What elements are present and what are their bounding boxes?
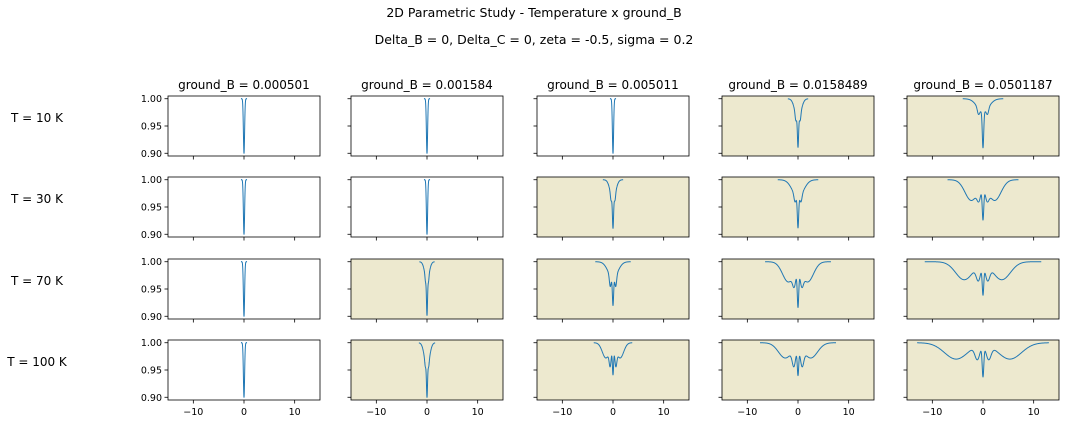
figure-title: 2D Parametric Study - Temperature x grou… xyxy=(386,5,681,20)
panel-background xyxy=(722,259,874,319)
column-title: ground_B = 0.001584 xyxy=(361,78,493,92)
y-tick-label: 0.95 xyxy=(141,203,162,214)
x-tick-label: 0 xyxy=(424,407,430,418)
panel xyxy=(903,176,1060,241)
x-tick-label: 10 xyxy=(472,407,484,418)
panel-background xyxy=(907,177,1059,237)
column-title: ground_B = 0.000501 xyxy=(178,78,310,92)
panel: 0.90 0.95 1.00 xyxy=(141,257,321,323)
series-line xyxy=(759,342,837,377)
panel: −10 0 10 xyxy=(347,339,504,418)
series-line xyxy=(962,98,1004,149)
series-line xyxy=(240,342,248,398)
x-tick-label: −10 xyxy=(737,407,757,418)
row-label: T = 100 K xyxy=(6,355,68,369)
row-label: T = 30 K xyxy=(10,192,64,206)
x-tick-label: 10 xyxy=(289,407,301,418)
panel-background xyxy=(722,340,874,400)
x-tick-label: −10 xyxy=(922,407,942,418)
figure-subtitle: Delta_B = 0, Delta_C = 0, zeta = -0.5, s… xyxy=(375,32,694,47)
y-tick-label: 1.00 xyxy=(141,338,162,349)
series-line xyxy=(787,98,809,148)
panel xyxy=(347,258,504,323)
series-line xyxy=(924,261,1042,296)
y-tick-label: 0.90 xyxy=(141,393,162,404)
panel xyxy=(347,176,504,241)
x-tick-label: −10 xyxy=(183,407,203,418)
series-line xyxy=(916,342,1050,378)
panel xyxy=(533,176,690,241)
x-tick-label: 0 xyxy=(610,407,616,418)
series-line xyxy=(240,98,248,154)
series-line xyxy=(593,342,633,376)
series-line xyxy=(418,261,436,316)
series-line xyxy=(423,98,431,154)
series-line xyxy=(594,261,632,306)
column-title: ground_B = 0.0158489 xyxy=(728,78,867,92)
y-tick-label: 0.95 xyxy=(141,285,162,296)
x-tick-label: −10 xyxy=(366,407,386,418)
panel: −10 0 10 xyxy=(533,339,690,418)
panel: −10 0 10 xyxy=(718,339,875,418)
series-line xyxy=(240,261,248,317)
panel: −10 0 10 xyxy=(903,339,1060,418)
row-label: T = 70 K xyxy=(10,274,64,288)
panel xyxy=(903,258,1060,323)
y-tick-label: 0.95 xyxy=(141,122,162,133)
series-line xyxy=(423,179,431,235)
panel xyxy=(533,95,690,160)
column-titles: ground_B = 0.000501 ground_B = 0.001584 gr… xyxy=(178,78,1052,92)
y-tick-label: 0.90 xyxy=(141,230,162,241)
series-line xyxy=(609,98,617,154)
y-tick-label: 0.95 xyxy=(141,366,162,377)
x-tick-label: 0 xyxy=(980,407,986,418)
x-tick-label: 10 xyxy=(843,407,855,418)
panel-background xyxy=(907,340,1059,400)
panel: 0.90 0.95 1.00 xyxy=(141,175,321,241)
panel xyxy=(718,95,875,160)
y-tick-label: 1.00 xyxy=(141,257,162,268)
panel xyxy=(347,95,504,160)
series-line xyxy=(777,179,819,229)
column-title: ground_B = 0.005011 xyxy=(547,78,679,92)
y-tick-label: 1.00 xyxy=(141,94,162,105)
panel xyxy=(533,258,690,323)
panel xyxy=(718,176,875,241)
series-line xyxy=(602,179,624,229)
series-line xyxy=(764,261,832,308)
panel-grid: 0.900.951.000.900.951.000.900.951.000.90… xyxy=(141,94,1060,418)
x-tick-label: 0 xyxy=(241,407,247,418)
x-tick-label: 10 xyxy=(1028,407,1040,418)
y-tick-label: 0.90 xyxy=(141,149,162,160)
panel xyxy=(718,258,875,323)
panel xyxy=(903,95,1060,160)
y-tick-label: 0.90 xyxy=(141,312,162,323)
panel: 0.90 0.95 1.00 −10 0 10 xyxy=(141,338,321,418)
series-line xyxy=(947,179,1019,221)
series-line xyxy=(418,342,436,398)
column-title: ground_B = 0.0501187 xyxy=(913,78,1052,92)
x-tick-label: 0 xyxy=(795,407,801,418)
panel-background xyxy=(537,259,689,319)
x-tick-label: 10 xyxy=(658,407,670,418)
panel: 0.90 0.95 1.00 xyxy=(141,94,321,160)
series-line xyxy=(240,179,248,235)
x-tick-label: −10 xyxy=(552,407,572,418)
row-label: T = 10 K xyxy=(10,111,64,125)
y-tick-label: 1.00 xyxy=(141,175,162,186)
row-labels: T = 10 K T = 30 K T = 70 K T = 100 K xyxy=(6,111,68,369)
panel-background xyxy=(907,259,1059,319)
